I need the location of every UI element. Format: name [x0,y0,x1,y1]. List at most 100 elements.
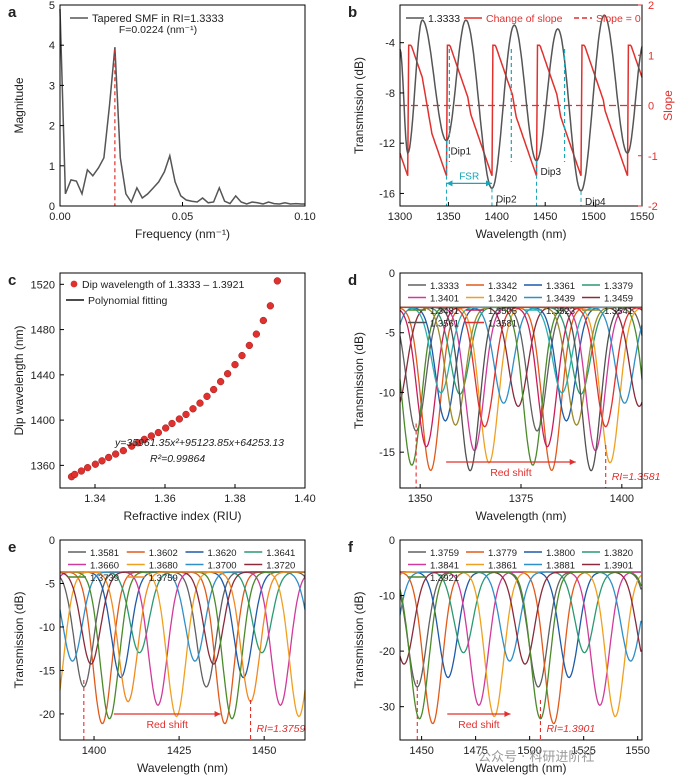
legend-entry: 1.3641 [266,548,295,559]
y-tick-label: 1440 [31,370,55,382]
y-tick-label: 0 [389,535,395,547]
y2-tick-label: 1 [648,50,654,62]
x-tick-label: 1350 [408,493,432,505]
legend-entry: 1.3660 [90,561,119,572]
x-tick-label: 1450 [409,745,433,757]
legend-entry: 1.3720 [266,561,295,572]
y-axis-label: Magnitude [12,77,26,133]
y-axis-label: Dip wavelength (nm) [12,325,26,435]
data-point [119,447,127,455]
dip-label: Dip1 [450,147,471,158]
y-tick-label: -20 [379,646,395,658]
legend-entry: Polynomial fitting [88,295,168,307]
y-tick-label: -4 [385,38,395,50]
data-point [112,450,120,458]
y-tick-label: 0 [49,201,55,213]
data-point [140,435,149,443]
legend-entry: 1.3439 [546,294,575,305]
data-point [134,439,142,447]
x-tick-label: 1400 [485,211,509,223]
y-tick-label: 3 [49,80,55,92]
legend-entry: 1.3523 [546,306,575,317]
x-axis-label: Wavelength (nm) [476,509,567,523]
y-tick-label: 4 [49,40,55,52]
y-tick-label: -12 [379,138,395,150]
y-tick-label: 1360 [31,460,55,472]
x-axis-label: Wavelength (nm) [137,761,228,775]
data-point [259,316,268,325]
series-line [59,8,305,205]
spectrum-line [399,571,642,720]
x-axis-label: Wavelength (nm) [476,227,567,241]
x-tick-label: 0.05 [172,211,193,223]
x-tick-label: 1.40 [294,493,315,505]
data-point [91,460,99,468]
legend-entry: 1.3759 [149,573,178,584]
legend-entry: 1.3881 [546,561,575,572]
y-tick-label: -20 [39,709,55,721]
legend-entry: 1.3800 [546,548,575,559]
panel-a: a F=0.0224 (nm⁻¹)Tapered SMF in RI=1.3333… [8,0,316,241]
axes-frame [399,539,643,741]
panel-b: b Dip1 Dip2 Dip3 Dip4 FSR 1.3333 Change of slop… [348,0,675,241]
legend-entry: Slope = 0 [596,13,641,25]
watermark: 公众号 · 科研进阶社 [478,750,595,765]
x-tick-label: 1.34 [84,493,105,505]
x-tick-label: 0.00 [49,211,70,223]
data-point [128,442,136,450]
red-shift-label: Red shift [458,719,500,731]
legend-entry: 1.3680 [149,561,178,572]
y2-tick-label: -2 [648,201,658,213]
legend-entry: 1.3602 [149,548,178,559]
ri-end-label: RI=1.3581 [612,471,661,483]
legend-entry: 1.3333 [428,13,460,25]
y-tick-label: -8 [385,88,395,100]
slope-series [399,44,643,177]
x-axis-label: Frequency (nm⁻¹) [135,227,230,241]
data-point [77,467,85,475]
spectrum-line [399,306,642,428]
legend-entry: 1.3333 [430,281,459,292]
panel-e: e Red shift RI=1.3759 1.3581 1.3602 1.3620 1.3… [8,535,306,775]
panel-f: f Red shift RI=1.3901 1.3759 1.3779 1.3800 1.3… [348,535,650,775]
x-tick-label: 1.38 [224,493,245,505]
ri-end-label: RI=1.3759 [257,723,306,735]
dip-label: Dip4 [585,197,606,208]
red-shift-arrowhead [214,711,221,717]
x-tick-label: 1350 [436,211,460,223]
spectrum-line [60,571,305,703]
y-tick-label: 5 [49,0,55,12]
data-point [71,470,79,479]
x-axis-label: Wavelength (nm) [476,761,567,775]
legend-entry: 1.3861 [488,561,517,572]
y2-axis-label: Slope [661,90,675,121]
panel-letter: b [348,4,357,21]
y-axis-label: Transmission (dB) [352,57,366,154]
x-tick-label: 1550 [625,745,649,757]
legend-entry: 1.3759 [430,548,459,559]
red-shift-label: Red shift [146,719,188,731]
y2-tick-label: -1 [648,151,658,163]
legend-entry: 1.3459 [604,294,633,305]
y-tick-label: -15 [39,665,55,677]
y-tick-label: -5 [385,328,395,340]
y-tick-label: -10 [39,622,55,634]
data-point [189,405,197,413]
red-shift-arrowhead [504,711,511,717]
legend-entry: 1.3541 [604,306,633,317]
legend-entry: 1.3481 [430,306,459,317]
data-point [168,419,176,428]
data-point [147,432,156,440]
y-tick-label: -5 [45,578,55,590]
legend-entry: Dip wavelength of 1.3333 – 1.3921 [82,279,244,291]
panel-letter: a [8,4,17,21]
data-point [217,377,225,386]
fit-equation: y=35961.35x²+95123.85x+64253.13 [114,437,284,449]
panel-letter: d [348,272,357,289]
legend-entry: 1.3779 [488,548,517,559]
data-point [238,351,246,360]
fit-r2: R²=0.99864 [150,453,205,465]
x-tick-label: 1500 [517,745,541,757]
dip-label: Dip3 [540,167,561,178]
data-point [182,410,190,419]
